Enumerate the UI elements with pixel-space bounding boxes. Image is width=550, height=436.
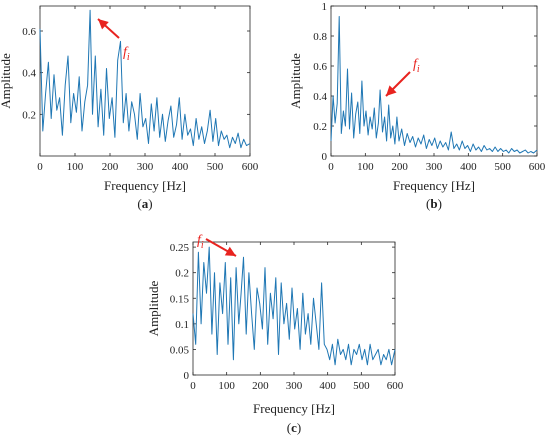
x-tick-label: 300 — [137, 161, 154, 173]
caption-close-paren: ) — [148, 196, 152, 211]
caption-close-paren: ) — [438, 196, 442, 211]
panel-a: 0 100 200 300 400 500 600 0.2 0.4 0.6 Frequency [H… — [0, 5, 259, 211]
annotation-label-main: f — [413, 57, 419, 72]
panel-caption: (a) — [137, 196, 152, 211]
x-tick-label: 100 — [67, 161, 84, 173]
x-tick-label: 200 — [252, 380, 269, 392]
y-axis-title: Amplitude — [146, 280, 161, 336]
spectrum-line — [39, 9, 251, 149]
x-tick-label: 300 — [426, 161, 443, 173]
x-tick-label: 400 — [172, 161, 189, 173]
y-tick-label: 0.6 — [313, 61, 327, 73]
x-tick-label: 500 — [494, 161, 511, 173]
y-tick-label: 1 — [322, 1, 328, 13]
spectrum-line — [330, 16, 538, 154]
x-tick-label: 400 — [460, 161, 477, 173]
caption-close-paren: ) — [297, 420, 301, 435]
annotation-arrow-head — [386, 85, 397, 96]
x-tick-label: 300 — [286, 380, 303, 392]
x-axis-title: Frequency [Hz] — [393, 178, 475, 193]
x-tick-label: 100 — [357, 161, 374, 173]
caption-letter: c — [291, 420, 297, 435]
y-tick-label: 0.2 — [22, 109, 36, 121]
caption-open-paren: ( — [287, 420, 291, 435]
x-tick-label: 500 — [207, 161, 224, 173]
annotation-label-sub: i — [201, 240, 204, 251]
y-tick-label: 0.8 — [313, 31, 327, 43]
annotation-label-main: f — [123, 45, 129, 60]
panel-c: 0 100 200 300 400 500 600 0 0.05 0.1 0.15 0.2 0.25 Fr… — [146, 233, 404, 435]
annotation-label: fi — [413, 57, 420, 75]
annotation-label-main: f — [197, 233, 203, 248]
y-tick-label: 0.05 — [170, 344, 190, 356]
x-axis-title: Frequency [Hz] — [253, 401, 335, 416]
x-tick-label: 0 — [37, 161, 43, 173]
annotation-label-sub: i — [127, 52, 130, 63]
y-tick-label: 0 — [184, 370, 190, 382]
y-tick-label: 0 — [322, 151, 328, 163]
y-tick-label: 0.2 — [175, 268, 189, 280]
x-tick-label: 100 — [218, 380, 235, 392]
caption-open-paren: ( — [137, 196, 141, 211]
panel-caption: (c) — [287, 420, 301, 435]
panel-caption: (b) — [426, 196, 442, 211]
y-tick-label: 0.4 — [313, 91, 327, 103]
annotation-label: fi — [123, 45, 130, 63]
x-tick-label: 200 — [391, 161, 408, 173]
annotation-label-sub: i — [417, 64, 420, 75]
annotation-label: fi — [197, 233, 204, 251]
panel-b: 0 100 200 300 400 500 600 0 0.2 0.4 0.6 0.8 1 Frequen… — [288, 1, 546, 211]
x-tick-label: 600 — [387, 380, 404, 392]
x-tick-label: 400 — [319, 380, 336, 392]
x-tick-label: 200 — [102, 161, 119, 173]
y-tick-label: 0.25 — [170, 242, 190, 254]
spectrum-line — [192, 246, 396, 366]
y-tick-label: 0.4 — [22, 68, 36, 80]
y-tick-label: 0.2 — [313, 121, 327, 133]
y-tick-label: 0.15 — [170, 293, 190, 305]
caption-letter: a — [142, 196, 149, 211]
x-tick-label: 600 — [529, 161, 546, 173]
annotation-arrow-head — [224, 246, 236, 256]
x-tick-label: 0 — [190, 380, 196, 392]
y-axis-title: Amplitude — [0, 53, 13, 109]
x-axis-title: Frequency [Hz] — [104, 178, 186, 193]
y-axis-title: Amplitude — [288, 53, 303, 109]
x-tick-label: 500 — [353, 380, 370, 392]
caption-letter: b — [430, 196, 437, 211]
y-tick-label: 0.1 — [175, 319, 189, 331]
x-tick-label: 0 — [328, 161, 334, 173]
y-tick-label: 0.6 — [22, 26, 36, 38]
annotation-arrow-head — [98, 19, 109, 30]
x-tick-label: 600 — [242, 161, 259, 173]
caption-open-paren: ( — [426, 196, 430, 211]
